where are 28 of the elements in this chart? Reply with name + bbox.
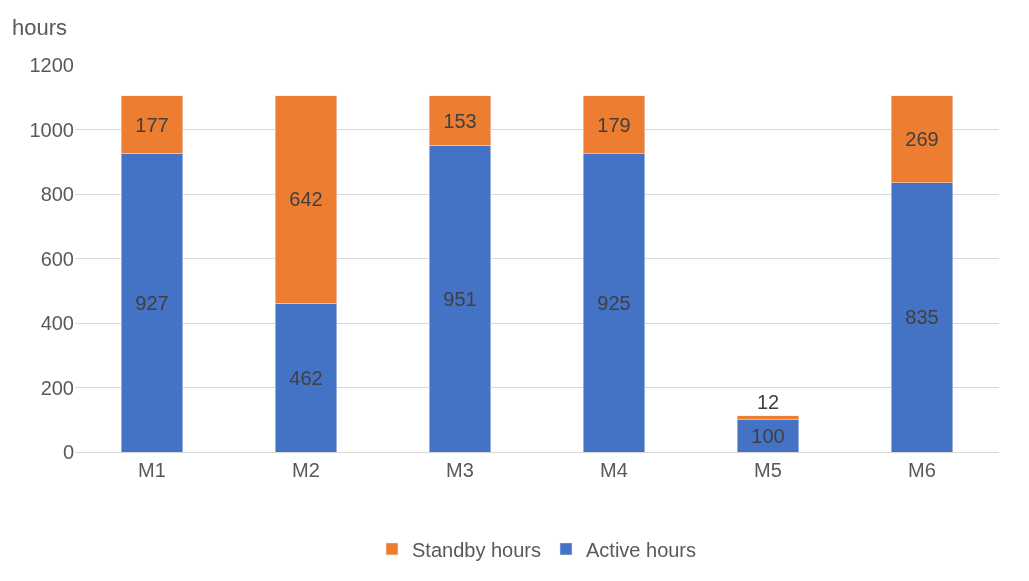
y-tick-label: 400 [40, 312, 74, 334]
y-tick-label: 600 [40, 247, 74, 270]
y-tick-label: 800 [40, 183, 74, 205]
y-tick-label: 0 [62, 441, 74, 463]
data-label: 835 [905, 306, 939, 329]
x-tick-label: M6 [908, 459, 936, 481]
x-tick-label: M4 [600, 459, 628, 481]
data-label: 12 [756, 390, 780, 413]
data-label: 177 [135, 113, 169, 136]
data-label: 153 [443, 109, 477, 132]
x-tick-label: M1 [138, 459, 166, 481]
data-label: 927 [135, 291, 169, 314]
x-tick-label: M3 [446, 459, 474, 481]
data-label: 179 [597, 113, 631, 136]
legend-label: Standby hours [412, 538, 541, 561]
data-label: 925 [597, 291, 631, 314]
data-label: 100 [751, 424, 785, 447]
y-tick-label: 1000 [29, 118, 74, 141]
legend-label: Active hours [585, 538, 697, 561]
data-label: 951 [443, 287, 477, 310]
y-tick-label: 1200 [29, 54, 74, 76]
data-label: 642 [289, 188, 323, 211]
y-axis-title: hours [12, 15, 68, 40]
y-tick-label: 200 [40, 376, 74, 399]
x-tick-label: M5 [754, 459, 782, 481]
data-label: 269 [905, 128, 939, 151]
x-tick-label: M2 [292, 459, 320, 481]
data-label: 462 [289, 366, 323, 389]
